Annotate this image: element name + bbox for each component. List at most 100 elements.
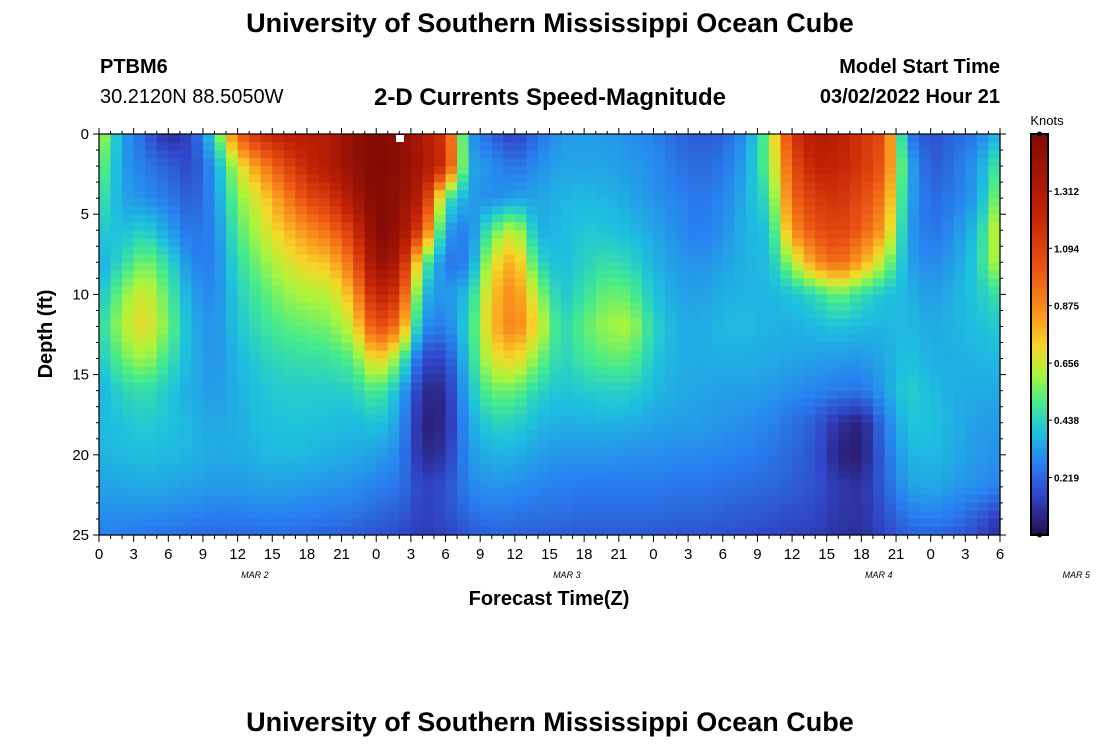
heatmap-cell [745, 438, 759, 448]
colorbar-segment [1031, 307, 1048, 312]
heatmap-cell [353, 414, 366, 424]
heatmap-cell [803, 454, 816, 464]
heatmap-cell [156, 142, 169, 151]
heatmap-cell [653, 142, 666, 151]
heatmap-cell [803, 430, 816, 440]
heatmap-cell [341, 246, 354, 255]
heatmap-cell [676, 222, 689, 231]
heatmap-cell [179, 318, 193, 328]
heatmap-cell [226, 142, 239, 151]
heatmap-cell [641, 270, 655, 279]
heatmap-cell [526, 246, 539, 255]
heatmap-cell [722, 454, 735, 464]
heatmap-cell [768, 390, 782, 400]
heatmap-cell [330, 134, 343, 143]
heatmap-cell [179, 366, 193, 376]
heatmap-cell [272, 134, 285, 143]
heatmap-cell [676, 270, 689, 279]
heatmap-cell [688, 174, 701, 183]
heatmap-cell [399, 246, 412, 255]
heatmap-cell [422, 334, 435, 344]
heatmap-cell [306, 430, 320, 440]
heatmap-cell [145, 230, 158, 239]
heatmap-cell [838, 390, 851, 400]
heatmap-cell [202, 198, 216, 207]
heatmap-cell [295, 518, 308, 528]
heatmap-cell [387, 462, 400, 472]
heatmap-cell [202, 358, 216, 368]
heatmap-cell [734, 454, 747, 464]
heatmap-cell [122, 286, 135, 295]
heatmap-cell [179, 158, 193, 167]
heatmap-cell [272, 150, 285, 159]
heatmap-cell [341, 214, 354, 223]
heatmap-cell [942, 470, 955, 480]
heatmap-cell [226, 270, 239, 279]
heatmap-cell [145, 150, 158, 159]
heatmap-cell [226, 294, 239, 304]
heatmap-cell [665, 430, 678, 440]
heatmap-cell [768, 430, 782, 440]
heatmap-cell [896, 166, 909, 175]
heatmap-cell [572, 366, 585, 376]
heatmap-cell [861, 438, 874, 448]
heatmap-cell [122, 294, 135, 304]
heatmap-cell [942, 310, 955, 320]
heatmap-cell [757, 398, 770, 408]
x-tick-label: 3 [407, 546, 415, 563]
heatmap-cell [896, 174, 909, 183]
colorbar-segment [1031, 374, 1048, 379]
heatmap-cell [364, 278, 377, 287]
heatmap-cell [260, 438, 273, 448]
heatmap-cell [584, 198, 597, 207]
heatmap-cell [849, 222, 862, 231]
heatmap-cell [341, 366, 354, 376]
heatmap-cell [457, 270, 470, 279]
heatmap-cell [445, 174, 458, 183]
heatmap-cell [745, 142, 759, 151]
heatmap-cell [676, 446, 689, 456]
colorbar-segment [1031, 311, 1048, 316]
heatmap-cell [353, 166, 366, 175]
heatmap-cell [838, 526, 851, 536]
heatmap-cell [641, 142, 655, 151]
heatmap-cell [272, 430, 285, 440]
heatmap-cell [584, 262, 597, 271]
heatmap-cell [295, 198, 308, 207]
heatmap-cell [861, 158, 874, 167]
heatmap-cell [260, 526, 273, 536]
heatmap-cell [480, 438, 493, 448]
heatmap-cell [942, 142, 955, 151]
heatmap-cell [168, 230, 181, 239]
heatmap-cell [156, 390, 169, 400]
heatmap-cell [549, 366, 562, 376]
heatmap-cell [965, 150, 978, 159]
heatmap-cell [965, 422, 978, 432]
heatmap-cell [318, 246, 331, 255]
heatmap-cell [676, 302, 689, 312]
heatmap-cell [792, 374, 805, 384]
heatmap-cell [249, 478, 262, 488]
heatmap-cell [988, 478, 1001, 488]
heatmap-cell [884, 206, 897, 215]
heatmap-cell [734, 214, 747, 223]
heatmap-cell [838, 494, 851, 504]
heatmap-cell [607, 134, 620, 143]
heatmap-cell [861, 174, 874, 183]
heatmap-cell [341, 486, 354, 496]
heatmap-cell [249, 422, 262, 432]
heatmap-cell [260, 446, 273, 456]
heatmap-cell [803, 198, 816, 207]
heatmap-cell [549, 166, 562, 175]
heatmap-cell [872, 150, 886, 159]
heatmap-cell [595, 158, 608, 167]
heatmap-cell [584, 310, 597, 320]
heatmap-cell [641, 342, 655, 352]
heatmap-cell [826, 246, 839, 255]
x-tick-label: 0 [927, 546, 935, 563]
station-name: PTBM6 [100, 56, 168, 78]
heatmap-cell [745, 182, 759, 191]
heatmap-cell [711, 518, 724, 528]
heatmap-cell [665, 462, 678, 472]
heatmap-cell [341, 270, 354, 279]
